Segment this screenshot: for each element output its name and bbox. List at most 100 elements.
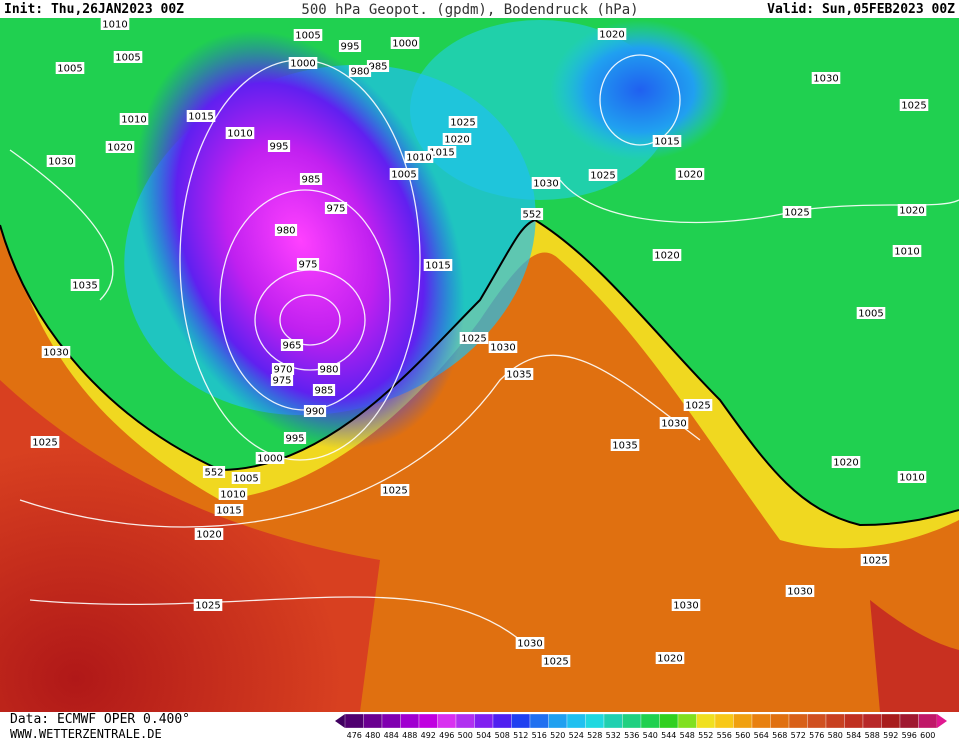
contour-label: 985	[301, 175, 320, 186]
contour-label-bg	[785, 585, 815, 597]
trough	[550, 20, 730, 160]
colorbar-swatch	[437, 713, 457, 729]
contour-label-bg	[303, 405, 327, 417]
colorbar-label: 584	[846, 731, 861, 740]
contour-label: 1025	[685, 401, 710, 412]
colorbar-label: 492	[421, 731, 436, 740]
colorbar-label: 576	[809, 731, 824, 740]
colorbar-swatch	[566, 713, 586, 729]
colorbar-swatch	[788, 713, 808, 729]
colorbar-swatch	[770, 713, 790, 729]
colorbar-swatch	[751, 713, 771, 729]
contour-label: 1020	[833, 458, 858, 469]
contour-label: 965	[282, 341, 301, 352]
contour-label: 1010	[102, 20, 127, 31]
colorbar-label: 508	[495, 731, 510, 740]
contour-label: 1015	[654, 137, 679, 148]
header-bar	[0, 0, 959, 18]
contour-label: 990	[305, 407, 324, 418]
contour-label-bg	[899, 99, 929, 111]
contour-label: 1010	[121, 115, 146, 126]
contour-label: 552	[522, 210, 541, 221]
colorbar-label: 588	[865, 731, 880, 740]
colorbar-label: 580	[828, 731, 843, 740]
contour-label-bg	[324, 202, 348, 214]
warm-zone	[870, 600, 959, 712]
contour-label-bg	[296, 258, 320, 270]
contour-label-bg	[671, 599, 701, 611]
contour-label: 975	[298, 260, 317, 271]
colorbar-swatch	[918, 713, 938, 729]
contour-label: 1030	[43, 348, 68, 359]
contour-label: 1030	[787, 587, 812, 598]
contour-label-bg	[897, 204, 927, 216]
contour-label: 1000	[392, 39, 417, 50]
warm-zone	[0, 380, 380, 712]
colorbar-swatch	[529, 713, 549, 729]
colorbar-swatch	[344, 713, 364, 729]
colorbar-swatch	[677, 713, 697, 729]
colorbar-swatch	[474, 713, 494, 729]
contour-label-bg	[459, 332, 489, 344]
colorbar-swatch	[899, 713, 919, 729]
contour-label-bg	[293, 29, 323, 41]
contour-label: 1010	[227, 129, 252, 140]
contour-label: 1020	[196, 530, 221, 541]
colorbar-arrow	[937, 714, 947, 728]
colorbar-label: 500	[458, 731, 473, 740]
contour-label-bg	[860, 554, 890, 566]
contour-label: 1035	[506, 370, 531, 381]
contour-label-bg	[597, 28, 627, 40]
contour-label-bg	[610, 439, 640, 451]
contour-label: 980	[350, 67, 369, 78]
colorbar-label: 600	[920, 731, 935, 740]
contour-label: 1020	[677, 170, 702, 181]
contour-label: 1025	[32, 438, 57, 449]
colorbar-label: 572	[791, 731, 806, 740]
contour-label-bg	[448, 116, 478, 128]
contour-label: 1010	[894, 247, 919, 258]
colorbar-swatch	[455, 713, 475, 729]
contour-label: 980	[276, 226, 295, 237]
contour-label: 1030	[517, 639, 542, 650]
colorbar-label: 568	[772, 731, 787, 740]
contour-label: 985	[368, 62, 387, 73]
contour-label-bg	[831, 456, 861, 468]
colorbar-swatch	[381, 713, 401, 729]
colorbar-swatch	[733, 713, 753, 729]
colorbar: 476 480 484 488 492 496 500 504 508 512 516 520 524 5…	[335, 713, 947, 740]
contour-label-bg	[186, 110, 216, 122]
contour-label-bg	[366, 60, 390, 72]
colorbar-label: 592	[883, 731, 898, 740]
contour-label-bg	[105, 141, 135, 153]
colorbar-label: 516	[532, 731, 547, 740]
contour-label-bg	[193, 599, 223, 611]
contour-label-bg	[312, 384, 336, 396]
contour-label-bg	[271, 363, 295, 375]
contour-label-bg	[389, 168, 419, 180]
contour-label: 1010	[220, 490, 245, 501]
contour-label: 1005	[391, 170, 416, 181]
colorbar-swatch	[881, 713, 901, 729]
contour-label-bg	[811, 72, 841, 84]
colorbar-label: 528	[587, 731, 602, 740]
contour-label: 1025	[862, 556, 887, 567]
contour-label-bg	[218, 488, 248, 500]
contour-label: 1005	[295, 31, 320, 42]
contour-label-bg	[892, 245, 922, 257]
contour-label: 1025	[590, 171, 615, 182]
contour-label-bg	[652, 249, 682, 261]
contour-label: 1020	[599, 30, 624, 41]
contour-label-bg	[652, 135, 682, 147]
contour-label-bg	[442, 133, 472, 145]
colorbar-swatch	[862, 713, 882, 729]
contour-label: 1020	[654, 251, 679, 262]
contour-label-bg	[427, 146, 457, 158]
colorbar-label: 512	[513, 731, 528, 740]
552-line	[0, 218, 959, 527]
contour-label: 1000	[290, 59, 315, 70]
contour-label-bg	[274, 224, 298, 236]
contour-label-bg	[255, 452, 285, 464]
colorbar-swatch	[548, 713, 568, 729]
